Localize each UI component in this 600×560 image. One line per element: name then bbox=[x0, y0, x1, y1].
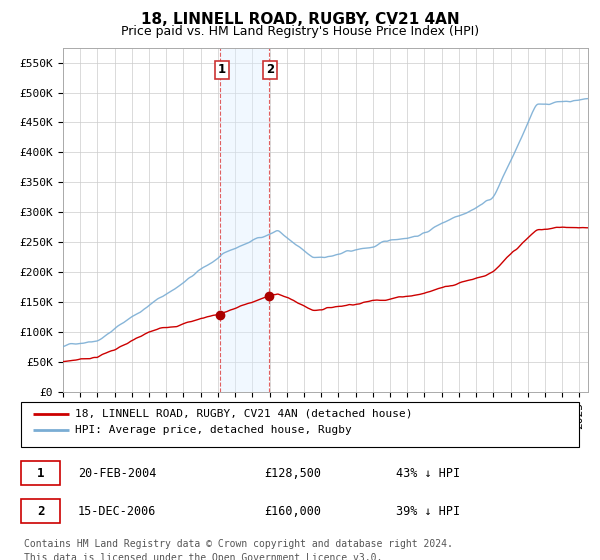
Text: This data is licensed under the Open Government Licence v3.0.: This data is licensed under the Open Gov… bbox=[24, 553, 382, 560]
Text: Price paid vs. HM Land Registry's House Price Index (HPI): Price paid vs. HM Land Registry's House … bbox=[121, 25, 479, 38]
Text: £160,000: £160,000 bbox=[264, 505, 321, 518]
Text: 20-FEB-2004: 20-FEB-2004 bbox=[78, 466, 157, 479]
Text: 43% ↓ HPI: 43% ↓ HPI bbox=[396, 466, 460, 479]
FancyBboxPatch shape bbox=[21, 402, 579, 447]
Text: 1: 1 bbox=[217, 63, 226, 77]
Text: 2: 2 bbox=[37, 505, 44, 518]
Text: Contains HM Land Registry data © Crown copyright and database right 2024.: Contains HM Land Registry data © Crown c… bbox=[24, 539, 453, 549]
Bar bbox=[220, 48, 269, 392]
FancyBboxPatch shape bbox=[21, 499, 60, 524]
Text: 15-DEC-2006: 15-DEC-2006 bbox=[78, 505, 157, 518]
Text: 1: 1 bbox=[37, 466, 44, 479]
Text: 18, LINNELL ROAD, RUGBY, CV21 4AN: 18, LINNELL ROAD, RUGBY, CV21 4AN bbox=[140, 12, 460, 27]
Text: HPI: Average price, detached house, Rugby: HPI: Average price, detached house, Rugb… bbox=[75, 425, 352, 435]
Text: 39% ↓ HPI: 39% ↓ HPI bbox=[396, 505, 460, 518]
Text: 18, LINNELL ROAD, RUGBY, CV21 4AN (detached house): 18, LINNELL ROAD, RUGBY, CV21 4AN (detac… bbox=[75, 409, 413, 419]
Text: £128,500: £128,500 bbox=[264, 466, 321, 479]
FancyBboxPatch shape bbox=[21, 461, 60, 486]
Text: 2: 2 bbox=[266, 63, 274, 77]
